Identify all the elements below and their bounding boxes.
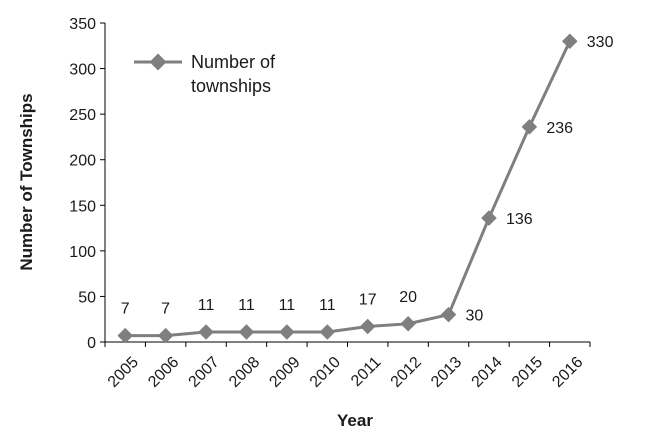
legend-label-line-2: townships [191, 76, 271, 96]
data-point-marker [319, 324, 336, 340]
series-layer [117, 33, 578, 344]
data-label: 7 [161, 301, 170, 318]
data-label: 20 [399, 289, 417, 306]
data-labels: 7 7 11 11 11 11 17 20 30 136 236 330 [121, 34, 614, 324]
y-tick-label: 150 [69, 198, 96, 215]
data-point-marker [359, 318, 376, 335]
x-axis-title: Year [337, 411, 373, 430]
legend-label-line-1: Number of [191, 52, 276, 72]
x-tick-label: 2007 [186, 354, 223, 391]
data-label: 11 [319, 297, 336, 314]
data-label: 330 [587, 34, 614, 51]
data-point-marker [238, 324, 255, 340]
y-tick-label: 50 [78, 289, 96, 306]
x-tick-label: 2016 [549, 354, 586, 391]
y-tick-labels: 0 50 100 150 200 250 300 350 [69, 16, 105, 352]
x-tick-label: 2010 [307, 354, 344, 391]
y-tick-label: 0 [87, 335, 96, 352]
data-label: 30 [466, 308, 484, 325]
legend-diamond-marker [149, 53, 167, 71]
data-point-marker [521, 119, 538, 135]
x-tick-label: 2012 [388, 354, 425, 391]
y-tick-label: 300 [69, 62, 96, 79]
data-label: 11 [238, 297, 255, 314]
y-axis-title: Number of Townships [17, 93, 36, 270]
x-tick-label: 2008 [226, 354, 263, 391]
data-point-marker [117, 327, 133, 344]
legend: Number of townships [134, 52, 276, 96]
y-tick-label: 250 [69, 107, 96, 124]
x-tick-labels: 2005 2006 2007 2008 2009 2010 2011 2012 2013 2014… [104, 342, 591, 391]
data-label: 17 [359, 292, 377, 309]
data-label: 136 [506, 211, 533, 228]
data-point-marker [562, 33, 578, 50]
x-tick-label: 2014 [469, 354, 506, 391]
data-label: 11 [279, 297, 296, 314]
x-tick-label: 2006 [145, 354, 182, 391]
x-tick-label: 2005 [105, 354, 142, 391]
y-tick-label: 350 [69, 16, 96, 33]
x-tick-label: 2009 [266, 354, 303, 391]
data-label: 7 [121, 301, 130, 318]
data-label: 236 [546, 120, 573, 137]
data-point-marker [481, 210, 497, 226]
data-point-marker [157, 327, 174, 344]
y-tick-label: 100 [69, 244, 96, 261]
y-tick-label: 200 [69, 153, 96, 170]
data-point-marker [440, 306, 457, 323]
data-point-marker [279, 324, 295, 340]
data-point-marker [400, 315, 416, 332]
data-label: 11 [198, 297, 215, 314]
x-tick-label: 2015 [509, 354, 546, 391]
x-tick-label: 2013 [428, 354, 465, 391]
data-point-marker [198, 324, 214, 340]
x-tick-label: 2011 [348, 354, 384, 390]
